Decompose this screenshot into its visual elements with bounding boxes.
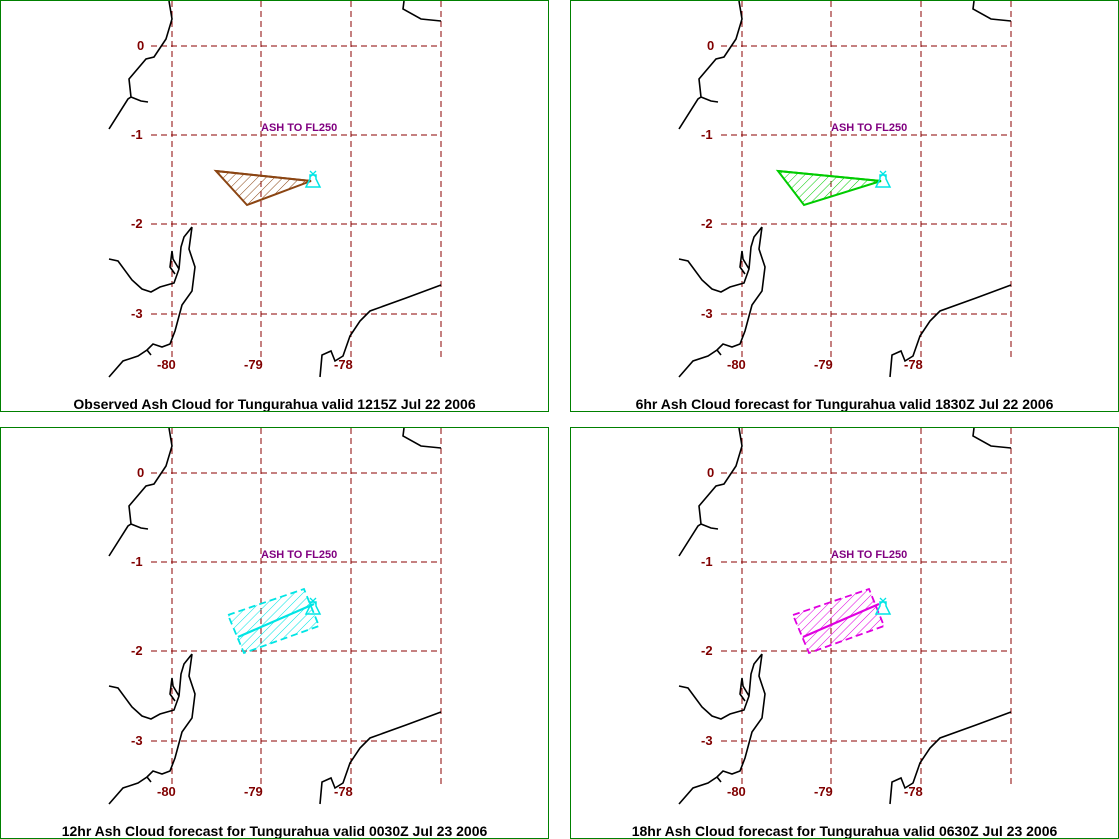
lat-lon-grid (721, 1, 1012, 361)
ash-map: 0 -1 -2 -3 -80 -79 -78 ASH TO FL250 (108, 1, 442, 378)
coastline (108, 428, 442, 805)
ash-cloud (213, 169, 312, 207)
latitude-label: 0 (707, 38, 714, 53)
coastline (678, 1, 1012, 378)
latitude-label: -2 (701, 216, 713, 231)
ash-map: 0 -1 -2 -3 -80 -79 -78 ASH TO FL250 (108, 428, 442, 805)
longitude-label: -80 (727, 784, 746, 799)
latitude-label: -1 (131, 127, 143, 142)
longitude-label: -78 (904, 357, 923, 372)
latitude-label: 0 (137, 38, 144, 53)
coastline (678, 428, 1012, 805)
map-panel-12hr: 0 -1 -2 -3 -80 -79 -78 ASH TO FL250 12hr Ash Clo… (0, 427, 549, 839)
latitude-label: -2 (131, 643, 143, 658)
map-panel-observed: 0 -1 -2 -3 -80 -79 -78 ASH TO FL250 Observed Ash… (0, 0, 549, 412)
ash-height-annotation: ASH TO FL250 (261, 122, 337, 134)
ash-height-annotation: ASH TO FL250 (831, 122, 907, 134)
ash-height-annotation: ASH TO FL250 (831, 549, 907, 561)
volcano-icon (304, 597, 322, 615)
longitude-label: -80 (727, 357, 746, 372)
ash-map: 0 -1 -2 -3 -80 -79 -78 ASH TO FL250 (678, 1, 1012, 378)
latitude-label: -3 (131, 733, 143, 748)
longitude-label: -79 (814, 357, 833, 372)
latitude-label: -1 (701, 127, 713, 142)
latitude-label: -1 (701, 554, 713, 569)
map-caption: 18hr Ash Cloud forecast for Tungurahua v… (631, 823, 1058, 839)
ash-cloud (791, 587, 886, 655)
latitude-label: -1 (131, 554, 143, 569)
latitude-label: -2 (131, 216, 143, 231)
volcano-icon (874, 597, 892, 615)
volcano-icon (874, 170, 892, 188)
longitude-label: -78 (334, 784, 353, 799)
latitude-label: -3 (701, 306, 713, 321)
map-caption: 12hr Ash Cloud forecast for Tungurahua v… (61, 823, 488, 839)
ash-cloud (226, 587, 321, 655)
ash-height-annotation: ASH TO FL250 (261, 549, 337, 561)
longitude-label: -79 (814, 784, 833, 799)
longitude-label: -79 (244, 784, 263, 799)
longitude-label: -79 (244, 357, 263, 372)
longitude-label: -80 (157, 784, 176, 799)
map-caption: 6hr Ash Cloud forecast for Tungurahua va… (635, 396, 1054, 412)
latitude-label: -3 (701, 733, 713, 748)
longitude-label: -80 (157, 357, 176, 372)
volcano-icon (304, 170, 322, 188)
ash-cloud (775, 169, 882, 207)
longitude-label: -78 (904, 784, 923, 799)
latitude-label: -3 (131, 306, 143, 321)
latitude-label: 0 (707, 465, 714, 480)
map-caption: Observed Ash Cloud for Tungurahua valid … (73, 396, 476, 412)
map-panel-6hr: 0 -1 -2 -3 -80 -79 -78 ASH TO FL250 6hr Ash Clou… (570, 0, 1119, 412)
map-panel-18hr: 0 -1 -2 -3 -80 -79 -78 ASH TO FL250 18hr Ash Clo… (570, 427, 1119, 839)
latitude-label: 0 (137, 465, 144, 480)
ash-map: 0 -1 -2 -3 -80 -79 -78 ASH TO FL250 (678, 428, 1012, 805)
longitude-label: -78 (334, 357, 353, 372)
latitude-label: -2 (701, 643, 713, 658)
coastline (108, 1, 442, 378)
